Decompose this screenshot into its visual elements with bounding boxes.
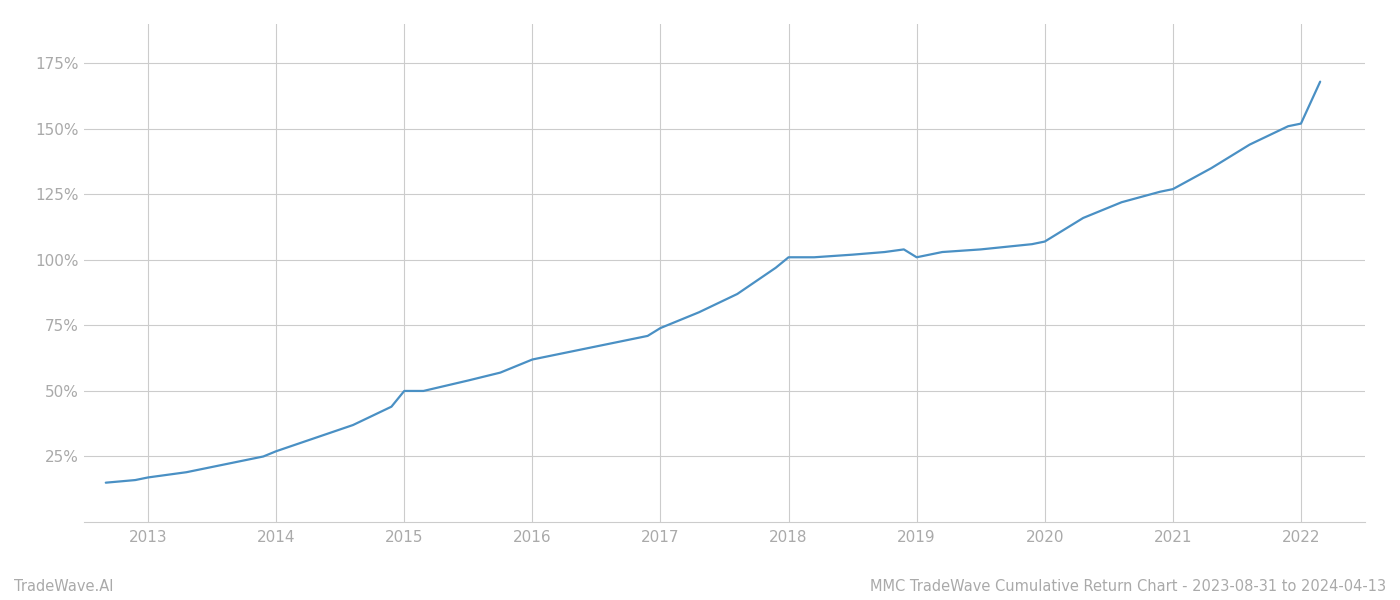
Text: TradeWave.AI: TradeWave.AI [14, 579, 113, 594]
Text: MMC TradeWave Cumulative Return Chart - 2023-08-31 to 2024-04-13: MMC TradeWave Cumulative Return Chart - … [869, 579, 1386, 594]
